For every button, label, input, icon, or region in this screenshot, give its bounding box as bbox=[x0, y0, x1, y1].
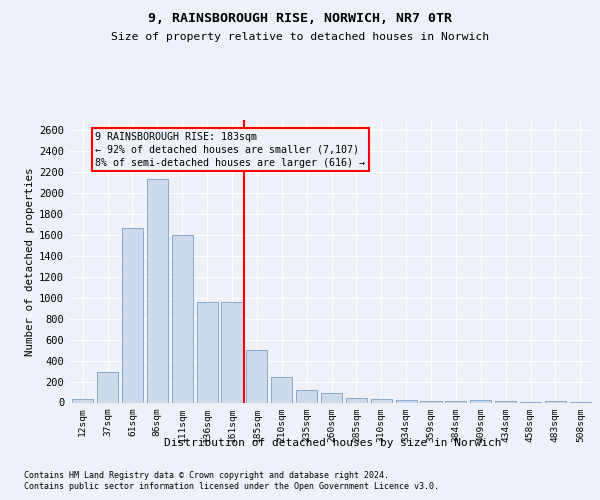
Bar bbox=[172, 235, 193, 402]
Bar bbox=[271, 377, 292, 402]
Bar bbox=[122, 228, 143, 402]
Bar bbox=[246, 350, 268, 403]
Bar bbox=[97, 372, 118, 402]
Text: Distribution of detached houses by size in Norwich: Distribution of detached houses by size … bbox=[164, 438, 502, 448]
Text: 9, RAINSBOROUGH RISE, NORWICH, NR7 0TR: 9, RAINSBOROUGH RISE, NORWICH, NR7 0TR bbox=[148, 12, 452, 26]
Bar bbox=[72, 400, 93, 402]
Text: Size of property relative to detached houses in Norwich: Size of property relative to detached ho… bbox=[111, 32, 489, 42]
Text: Contains HM Land Registry data © Crown copyright and database right 2024.: Contains HM Land Registry data © Crown c… bbox=[24, 471, 389, 480]
Bar bbox=[395, 400, 417, 402]
Bar bbox=[197, 302, 218, 402]
Bar bbox=[346, 398, 367, 402]
Bar bbox=[221, 302, 242, 402]
Bar bbox=[421, 401, 442, 402]
Text: Contains public sector information licensed under the Open Government Licence v3: Contains public sector information licen… bbox=[24, 482, 439, 491]
Bar bbox=[321, 393, 342, 402]
Bar bbox=[296, 390, 317, 402]
Text: 9 RAINSBOROUGH RISE: 183sqm
← 92% of detached houses are smaller (7,107)
8% of s: 9 RAINSBOROUGH RISE: 183sqm ← 92% of det… bbox=[95, 132, 365, 168]
Bar bbox=[545, 401, 566, 402]
Bar bbox=[371, 399, 392, 402]
Y-axis label: Number of detached properties: Number of detached properties bbox=[25, 167, 35, 356]
Bar bbox=[147, 178, 168, 402]
Bar bbox=[470, 400, 491, 402]
